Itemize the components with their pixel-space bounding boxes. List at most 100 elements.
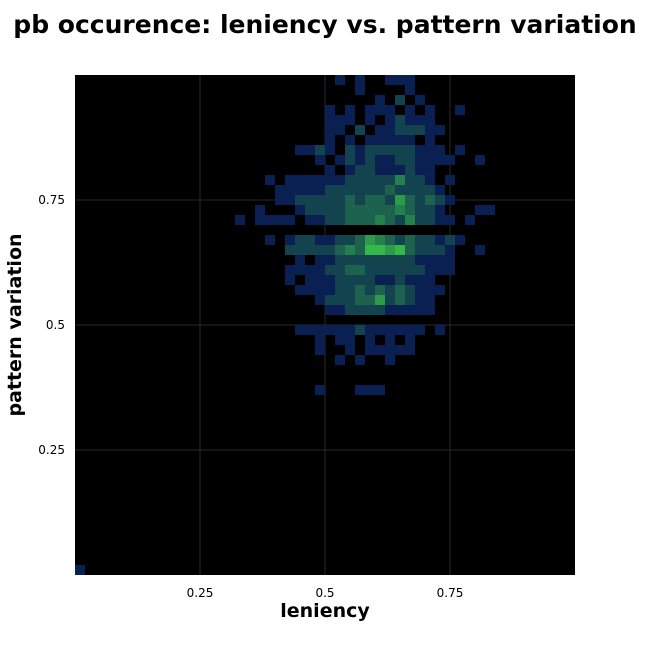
heatmap-cell	[365, 235, 375, 245]
heatmap-cell	[305, 235, 315, 245]
heatmap-cell	[285, 185, 295, 195]
heatmap-cell	[395, 235, 405, 245]
heatmap-cell	[295, 185, 305, 195]
heatmap-cell	[405, 285, 415, 295]
heatmap-cell	[445, 175, 455, 185]
heatmap-cell	[385, 285, 395, 295]
heatmap-cell	[325, 185, 335, 195]
heatmap-cell	[425, 235, 435, 245]
heatmap-cell	[325, 105, 335, 115]
heatmap-cell	[285, 215, 295, 225]
heatmap-cell	[345, 335, 355, 345]
heatmap-cell	[385, 335, 395, 345]
heatmap-cell	[325, 195, 335, 205]
heatmap-cell	[325, 115, 335, 125]
heatmap-cell	[335, 235, 345, 245]
heatmap-cell	[415, 285, 425, 295]
heatmap-cell	[395, 75, 405, 85]
heatmap-cell	[435, 125, 445, 135]
heatmap-cell	[335, 305, 345, 315]
heatmap-cell	[385, 175, 395, 185]
heatmap-cell	[415, 255, 425, 265]
heatmap-cell	[415, 195, 425, 205]
heatmap-cell	[455, 145, 465, 155]
heatmap-cell	[405, 85, 415, 95]
heatmap-cell	[375, 165, 385, 175]
heatmap-cell	[425, 305, 435, 315]
heatmap-cell	[475, 155, 485, 165]
heatmap-cell	[345, 215, 355, 225]
heatmap-cell	[375, 135, 385, 145]
heatmap-cell	[305, 285, 315, 295]
heatmap-cell	[355, 305, 365, 315]
heatmap-cell	[305, 195, 315, 205]
heatmap-cell	[385, 295, 395, 305]
heatmap-cell	[315, 295, 325, 305]
heatmap-cell	[335, 125, 345, 135]
heatmap-cell	[265, 235, 275, 245]
heatmap-cell	[315, 335, 325, 345]
heatmap-cell	[385, 115, 395, 125]
heatmap-cell	[285, 235, 295, 245]
heatmap-cell	[305, 215, 315, 225]
heatmap-cell	[325, 255, 335, 265]
heatmap-cell	[365, 175, 375, 185]
heatmap-cell	[385, 275, 395, 285]
heatmap-cell	[405, 245, 415, 255]
heatmap-cell	[315, 195, 325, 205]
heatmap-cell	[305, 175, 315, 185]
heatmap-cell	[445, 245, 455, 255]
heatmap-cell	[345, 245, 355, 255]
heatmap-cell	[455, 105, 465, 115]
heatmap-cell	[405, 75, 415, 85]
heatmap-cell	[265, 215, 275, 225]
heatmap-cell	[425, 245, 435, 255]
heatmap-cell	[365, 115, 375, 125]
heatmap-cell	[345, 235, 355, 245]
heatmap-cell	[425, 175, 435, 185]
heatmap-cell	[315, 145, 325, 155]
heatmap-cell	[385, 345, 395, 355]
heatmap-cell	[345, 325, 355, 335]
heatmap-cell	[395, 135, 405, 145]
x-axis-ticks: 0.25 0.5 0.75	[187, 586, 464, 600]
y-tick-label: 0.25	[38, 443, 65, 457]
heatmap-cell	[325, 275, 335, 285]
heatmap-cell	[445, 155, 455, 165]
heatmap-cell	[405, 265, 415, 275]
heatmap-cell	[395, 295, 405, 305]
heatmap-cell	[405, 155, 415, 165]
heatmap-cell	[415, 305, 425, 315]
heatmap-cell	[375, 345, 385, 355]
heatmap-cell	[425, 255, 435, 265]
heatmap-cell	[355, 155, 365, 165]
heatmap-cell	[415, 295, 425, 305]
heatmap-cell	[325, 305, 335, 315]
heatmap-cell	[375, 235, 385, 245]
heatmap-cell	[335, 325, 345, 335]
heatmap-cell	[305, 185, 315, 195]
heatmap-cell	[295, 175, 305, 185]
heatmap-cell	[405, 235, 415, 245]
heatmap-cell	[405, 105, 415, 115]
heatmap-cell	[315, 275, 325, 285]
heatmap-cell	[375, 305, 385, 315]
heatmap-cell	[475, 205, 485, 215]
heatmap-cell	[375, 155, 385, 165]
heatmap-cell	[385, 145, 395, 155]
heatmap-cell	[385, 265, 395, 275]
heatmap-cell	[365, 205, 375, 215]
heatmap-cell	[415, 115, 425, 125]
heatmap-cell	[355, 125, 365, 135]
heatmap-cell	[335, 285, 345, 295]
heatmap-cell	[355, 185, 365, 195]
heatmap-cell	[295, 325, 305, 335]
heatmap-cell	[435, 185, 445, 195]
heatmap-cell	[365, 215, 375, 225]
heatmap-cell	[405, 325, 415, 335]
heatmap-cell	[475, 245, 485, 255]
heatmap-cell	[285, 245, 295, 255]
heatmap-cell	[385, 245, 395, 255]
heatmap-cell	[445, 265, 455, 275]
heatmap-cell	[375, 145, 385, 155]
